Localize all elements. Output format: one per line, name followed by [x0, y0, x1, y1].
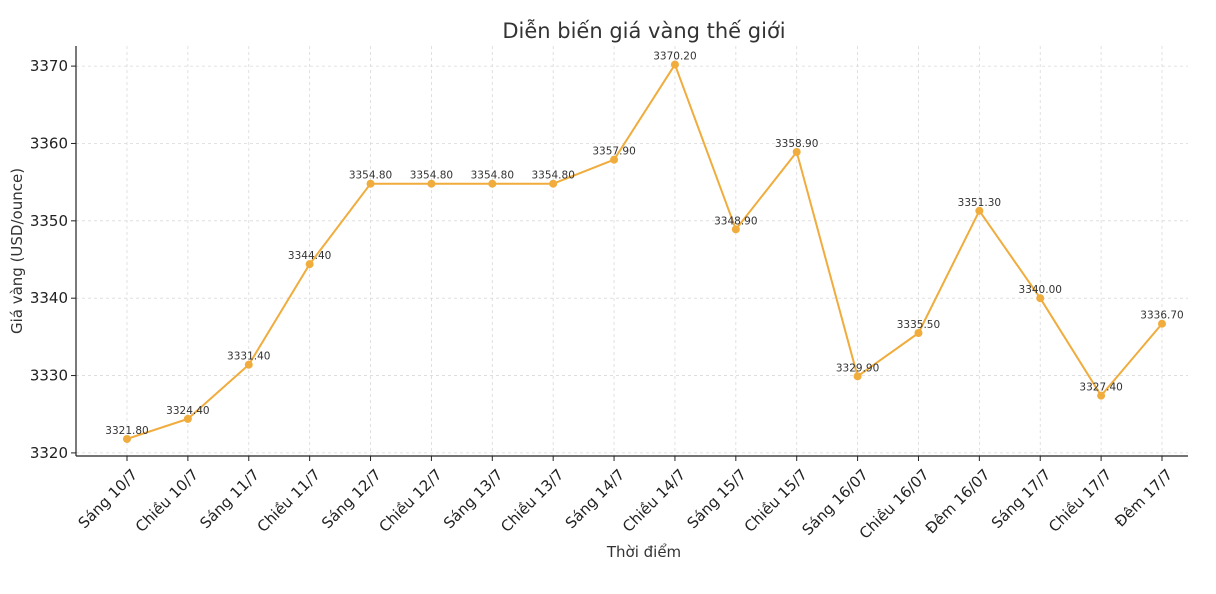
data-label: 3335.50 [897, 319, 940, 331]
series-line [126, 63, 1163, 440]
y-tick-label: 3320 [30, 444, 68, 462]
axes [75, 46, 1188, 457]
y-ticks: 3320 3330 3340 3350 3360 3370 [30, 57, 76, 462]
x-tick-label: Chiều 14/7 [619, 466, 689, 536]
x-tick-label: Sáng 17/7 [988, 466, 1055, 533]
data-label: 3344.40 [288, 250, 331, 262]
data-point [427, 179, 436, 188]
data-label: 3340.00 [1019, 284, 1062, 296]
x-tick-label: Chiều 13/7 [497, 466, 567, 536]
data-label: 3354.80 [410, 170, 453, 182]
x-tick-label: Sáng 10/7 [75, 466, 142, 533]
data-point [610, 155, 619, 164]
data-label: 3351.30 [958, 197, 1001, 209]
data-label: 3354.80 [471, 170, 514, 182]
y-tick-label: 3350 [30, 212, 68, 230]
data-label: 3357.90 [592, 146, 635, 158]
data-label: 3358.90 [775, 138, 818, 150]
data-label: 3336.70 [1140, 310, 1183, 322]
data-point [914, 329, 923, 337]
data-label: 3348.90 [714, 215, 757, 227]
data-point [549, 179, 558, 188]
x-tick-label: Chiều 17/7 [1045, 466, 1115, 536]
data-label: 3321.80 [105, 425, 148, 437]
y-tick-label: 3330 [30, 367, 68, 385]
data-label: 3354.80 [349, 170, 392, 182]
series [123, 60, 1166, 443]
data-point [123, 434, 131, 443]
data-point [853, 372, 862, 381]
x-tick-label: Chiều 11/7 [254, 466, 324, 536]
data-label: 3327.40 [1079, 382, 1122, 394]
data-point [183, 414, 192, 423]
grid-lines [76, 46, 1188, 456]
data-label: 3324.40 [166, 405, 209, 417]
x-tick-label: Sáng 15/7 [683, 466, 750, 533]
x-axis-title: Thời điểm [606, 543, 681, 561]
data-point [792, 147, 801, 156]
data-point [305, 260, 314, 269]
data-point [975, 206, 984, 215]
x-tick-label: Đêm 16/07 [922, 466, 994, 538]
data-point [731, 225, 740, 234]
data-point [1097, 391, 1106, 400]
data-point [1158, 319, 1166, 328]
x-tick-label: Chiều 10/7 [132, 466, 202, 536]
data-label: 3370.20 [653, 51, 696, 63]
y-tick-label: 3360 [30, 134, 68, 152]
data-label: 3354.80 [531, 170, 574, 182]
data-point [244, 360, 253, 369]
data-point [1036, 294, 1045, 303]
x-tick-label: Chiều 12/7 [375, 466, 445, 536]
data-labels: 3321.80 3324.40 3331.40 3344.40 3354.80 3354.… [105, 51, 1183, 437]
x-tick-label: Sáng 12/7 [318, 466, 385, 533]
data-label: 3331.40 [227, 351, 270, 363]
x-tick-label: Sáng 11/7 [196, 466, 263, 533]
y-tick-label: 3370 [30, 57, 68, 75]
y-tick-label: 3340 [30, 289, 68, 307]
x-tick-label: Sáng 14/7 [562, 466, 629, 533]
data-point [488, 179, 497, 188]
data-point [670, 60, 679, 69]
data-point [366, 179, 375, 188]
x-tick-label: Sáng 13/7 [440, 466, 507, 533]
data-label: 3329.90 [836, 362, 879, 374]
y-axis-title: Giá vàng (USD/ounce) [8, 168, 26, 334]
x-tick-label: Đêm 17/7 [1111, 466, 1176, 531]
chart-title: Diễn biến giá vàng thế giới [502, 18, 785, 43]
